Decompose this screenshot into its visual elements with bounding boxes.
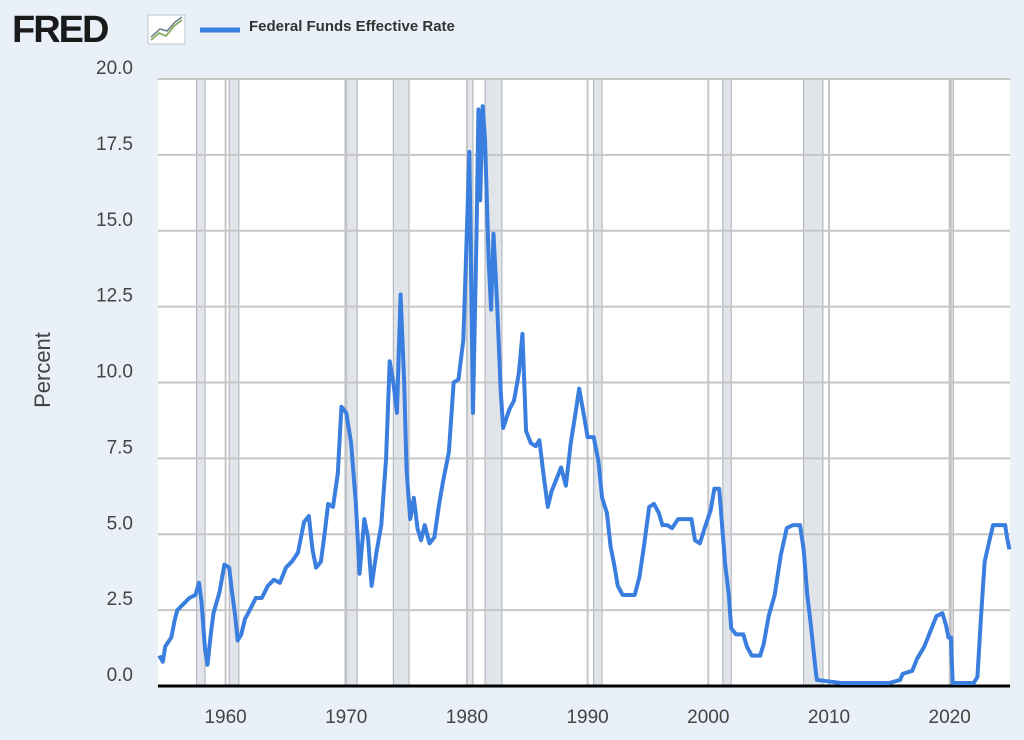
y-tick-label: 20.0 bbox=[96, 58, 133, 79]
y-tick-label: 7.5 bbox=[107, 437, 133, 458]
logo-icon bbox=[147, 14, 186, 45]
y-tick-label: 2.5 bbox=[107, 589, 133, 610]
x-tick-label: 1990 bbox=[566, 707, 608, 728]
x-tick-label: 1960 bbox=[204, 707, 246, 728]
y-tick-label: 15.0 bbox=[96, 210, 133, 231]
y-axis-label: Percent bbox=[30, 332, 55, 408]
logo[interactable]: FRED bbox=[12, 9, 110, 51]
series-line bbox=[157, 104, 1012, 685]
y-tick-label: 0.0 bbox=[107, 665, 133, 686]
x-tick-label: 2010 bbox=[808, 707, 850, 728]
y-tick-label: 17.5 bbox=[96, 134, 133, 155]
y-tick-label: 12.5 bbox=[96, 286, 133, 307]
legend-label: Federal Funds Effective Rate bbox=[249, 18, 455, 35]
x-tick-label: 2020 bbox=[929, 707, 971, 728]
x-tick-label: 2000 bbox=[687, 707, 729, 728]
y-tick-label: 5.0 bbox=[107, 513, 133, 534]
x-tick-label: 1970 bbox=[325, 707, 367, 728]
x-tick-label: 1980 bbox=[446, 707, 488, 728]
y-tick-label: 10.0 bbox=[96, 362, 133, 383]
